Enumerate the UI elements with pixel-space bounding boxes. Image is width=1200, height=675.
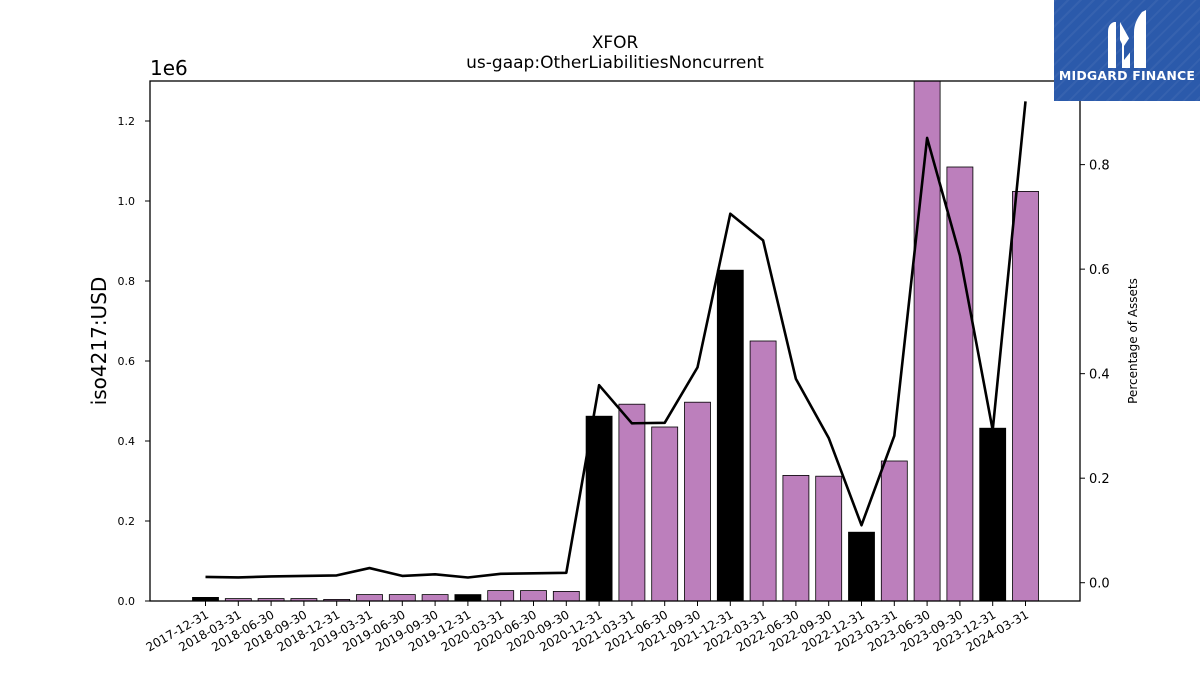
bar: [979, 427, 1007, 602]
bar: [880, 460, 908, 602]
y-tick-label: 0.0: [118, 595, 136, 608]
bar: [487, 590, 515, 602]
bars-layer: [192, 80, 1039, 602]
y-tick-label: 0.2: [118, 515, 136, 528]
bar: [946, 166, 974, 602]
y-tick-label: 1.0: [118, 195, 136, 208]
bar: [913, 80, 941, 602]
bar: [552, 591, 580, 602]
bar: [421, 594, 449, 602]
percentage-line: [205, 101, 1027, 579]
bar: [356, 594, 383, 602]
bar: [1012, 190, 1039, 602]
y2-tick-label: 0.8: [1089, 159, 1110, 174]
y2-tick-label: 0.6: [1089, 263, 1110, 278]
brand-logo: MIDGARD FINANCE: [1054, 0, 1200, 101]
x-ticks-layer: 2017-12-312018-03-312018-06-302018-09-30…: [144, 601, 1031, 654]
axes-layer: [149, 80, 1081, 602]
plot-frame: [149, 80, 1081, 602]
y2-tick-label: 0.4: [1089, 368, 1110, 383]
line-layer: [205, 101, 1027, 579]
bar: [520, 590, 547, 602]
y-tick-label: 0.8: [118, 275, 136, 288]
bar: [815, 475, 843, 602]
bar: [618, 403, 646, 602]
bar: [749, 340, 777, 602]
y-tick-label: 0.4: [118, 435, 136, 448]
bar: [684, 401, 711, 602]
y2-tick-label: 0.0: [1089, 577, 1110, 592]
chart-title: XFOR: [592, 33, 639, 53]
y-offset-label: 1e6: [150, 56, 188, 80]
chart-subtitle: us-gaap:OtherLiabilitiesNoncurrent: [466, 53, 764, 73]
y2-ticks-layer: 0.0 0.2 0.4 0.6 0.8: [1080, 159, 1110, 592]
y2-tick-label: 0.2: [1089, 472, 1110, 487]
y-tick-label: 1.2: [118, 115, 136, 128]
bar: [388, 594, 416, 602]
y2-axis-label: Percentage of Assets: [1126, 278, 1140, 404]
midgard-m-logo-icon: [1108, 10, 1146, 68]
bar: [716, 269, 744, 602]
y-tick-label: 0.6: [118, 355, 136, 368]
y-ticks-layer: 0.0 0.2 0.4 0.6 0.8 1.0 1.2: [118, 115, 150, 608]
brand-name: MIDGARD FINANCE: [1058, 68, 1196, 83]
bar: [848, 531, 875, 602]
y-axis-label: iso4217:USD: [87, 277, 111, 406]
bar: [651, 426, 679, 602]
bar: [782, 474, 810, 602]
bar: [454, 594, 482, 602]
